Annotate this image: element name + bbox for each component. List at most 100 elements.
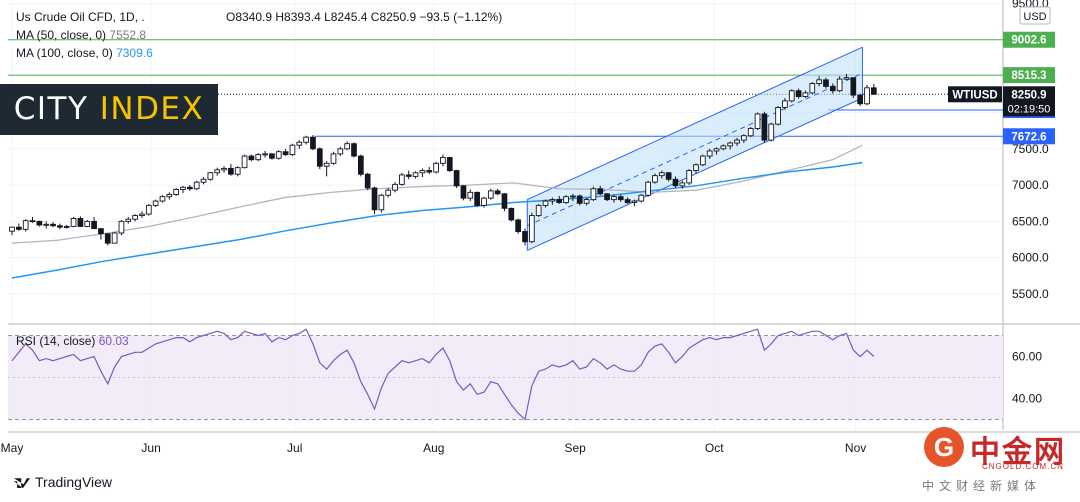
candle: [658, 170, 665, 179]
tradingview-icon: [14, 478, 30, 489]
candle-body: [118, 220, 125, 234]
tradingview-logo[interactable]: TradingView: [14, 474, 112, 490]
candle-body: [303, 136, 309, 143]
candle: [549, 197, 556, 205]
candle: [111, 232, 118, 244]
candle: [43, 221, 50, 229]
cngold-name: 中金网: [970, 435, 1066, 470]
candle-body: [344, 143, 351, 150]
candle-body: [816, 79, 822, 84]
candle: [234, 166, 241, 177]
price-tag: [1003, 67, 1055, 84]
candle: [693, 163, 699, 174]
candle-body: [241, 155, 248, 169]
candle-body: [836, 78, 843, 92]
candle: [70, 217, 77, 228]
x-tick-label: Jun: [141, 441, 160, 455]
legend-row-ma100[interactable]: MA (100, close, 0) 7309.6: [16, 46, 153, 60]
candle-body: [330, 153, 337, 164]
candle: [399, 172, 405, 186]
candle: [118, 219, 125, 236]
candle: [159, 195, 166, 203]
candle: [166, 192, 173, 200]
candle: [809, 82, 816, 95]
candle: [193, 180, 200, 191]
symbol-title[interactable]: Us Crude Oil CFD, 1D, .: [16, 10, 145, 24]
candle-body: [754, 113, 761, 129]
candle: [734, 137, 740, 146]
candle: [36, 220, 43, 227]
candle: [50, 222, 56, 228]
candle: [180, 185, 186, 194]
candle: [22, 219, 29, 232]
candle-body: [412, 172, 419, 177]
candle: [795, 88, 802, 99]
y-tick-label: 6000.0: [1012, 251, 1049, 265]
candle: [337, 146, 344, 157]
candle: [255, 153, 262, 162]
candle-body: [70, 218, 77, 227]
candle: [330, 151, 337, 165]
candle-body: [597, 188, 604, 195]
candle-body: [870, 87, 877, 95]
candle-body: [652, 175, 658, 183]
candle: [446, 156, 453, 173]
candle-body: [200, 178, 207, 183]
symbol-tag: [948, 86, 1002, 103]
channel-mid-line: [527, 72, 863, 227]
candle-body: [679, 182, 686, 187]
candle-body: [850, 77, 857, 96]
candle-body: [494, 190, 501, 195]
candle-body: [50, 223, 56, 227]
candle-body: [823, 79, 829, 87]
candle-body: [570, 195, 576, 198]
candle: [583, 198, 590, 206]
candle: [275, 150, 282, 160]
candle-body: [782, 100, 788, 108]
candle-body: [645, 181, 651, 196]
candle: [378, 193, 385, 213]
candle-body: [248, 155, 255, 161]
candle-body: [542, 200, 549, 206]
candle: [665, 172, 672, 182]
candle-body: [337, 148, 344, 155]
candle: [597, 185, 604, 196]
candle: [364, 172, 371, 191]
candle: [802, 90, 809, 98]
candle-body: [104, 233, 111, 244]
ma50-value: 7552.8: [109, 28, 147, 42]
candle-body: [809, 83, 816, 94]
candle: [433, 161, 439, 174]
candle: [357, 154, 364, 177]
candle-body: [98, 228, 104, 235]
candle-body: [269, 153, 275, 159]
candle-body: [9, 226, 15, 232]
candle-body: [563, 196, 569, 203]
candle: [344, 141, 351, 151]
candle-body: [166, 194, 173, 198]
candle-body: [180, 186, 186, 190]
candle-body: [802, 92, 809, 97]
candle-body: [788, 90, 795, 102]
candle-body: [310, 136, 316, 150]
candle: [173, 187, 180, 196]
candle-body: [145, 204, 152, 215]
candle-body: [29, 220, 36, 223]
candle: [713, 147, 720, 155]
legend-row-ma50[interactable]: MA (50, close, 0) 7552.8: [16, 28, 146, 42]
candle: [761, 111, 768, 143]
rsi-legend[interactable]: RSI (14, close) 60.03: [16, 334, 129, 348]
candle-body: [658, 172, 665, 177]
candle: [132, 214, 138, 222]
candle: [706, 148, 713, 159]
candle: [829, 83, 836, 94]
city-index-logo: CITY INDEX: [0, 84, 218, 135]
candle-body: [255, 154, 262, 161]
candle-body: [713, 148, 720, 152]
candle-body: [22, 220, 29, 230]
price-tag-label: 8515.3: [1011, 70, 1046, 82]
candle: [282, 148, 289, 157]
candle: [371, 186, 378, 215]
candle-body: [419, 170, 426, 174]
